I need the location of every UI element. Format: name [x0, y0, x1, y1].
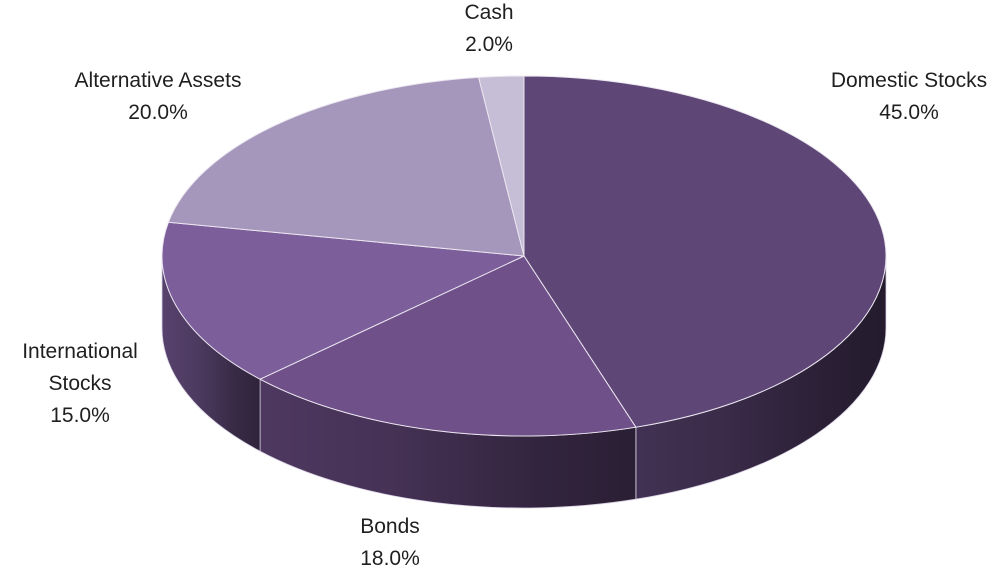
slice-label-international-stocks: International Stocks 15.0%	[22, 340, 138, 427]
slice-label-bonds: Bonds 18.0%	[360, 515, 420, 570]
slice-name-label: Domestic Stocks	[831, 69, 987, 92]
slice-name-label: Alternative Assets	[75, 69, 242, 92]
slice-name-label: Bonds	[360, 515, 420, 538]
slice-cash	[478, 75, 525, 257]
slice-name-label: International	[22, 340, 138, 363]
slice-label-cash: Cash 2.0%	[464, 1, 513, 56]
slice-value-label: 15.0%	[50, 404, 110, 427]
slice-value-label: 18.0%	[360, 547, 420, 570]
slice-international-stocks	[161, 221, 525, 380]
slice-domestic-stocks	[523, 75, 887, 428]
slice-value-label: 20.0%	[128, 101, 188, 124]
slice-name-label: Cash	[464, 1, 513, 24]
slice-alternative-assets	[167, 76, 525, 257]
slice-name-label: Stocks	[48, 372, 111, 395]
slice-value-label: 2.0%	[465, 33, 513, 56]
slice-value-label: 45.0%	[879, 101, 939, 124]
slice-label-domestic-stocks: Domestic Stocks 45.0%	[831, 69, 987, 124]
slice-bonds	[259, 255, 637, 437]
slice-label-alternative-assets: Alternative Assets 20.0%	[75, 69, 242, 124]
